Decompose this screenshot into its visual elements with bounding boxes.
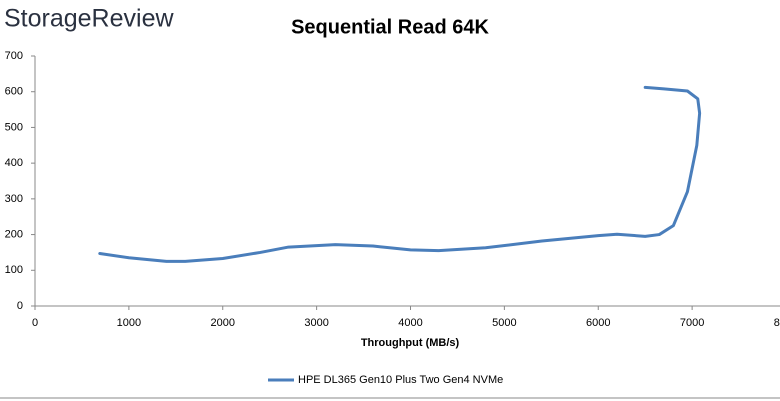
chart-title: Sequential Read 64K [291,16,489,38]
y-tick-label: 0 [17,300,23,312]
logo: StorageReview [4,5,174,33]
data-line [98,85,702,263]
x-tick-label: 8000 [774,317,780,329]
x-tick-label: 2000 [211,317,235,329]
x-tick-label: 0 [32,317,38,329]
y-tick-label: 100 [5,264,23,276]
legend-label: HPE DL365 Gen10 Plus Two Gen4 NVMe [298,374,503,386]
y-tick-label: 300 [5,193,23,205]
x-tick-label: 4000 [398,317,422,329]
x-tick-label: 5000 [492,317,516,329]
x-axis-label: Throughput (MB/s) [361,337,460,349]
x-tick-label: 7000 [680,317,704,329]
x-tick-label: 1000 [117,317,141,329]
y-tick-label: 500 [5,121,23,133]
y-tick-label: 400 [5,157,23,169]
x-tick-label: 6000 [586,317,610,329]
y-tick-label: 200 [5,228,23,240]
x-tick-label: 3000 [304,317,328,329]
y-tick-label: 600 [5,86,23,98]
y-tick-label: 700 [5,50,23,62]
